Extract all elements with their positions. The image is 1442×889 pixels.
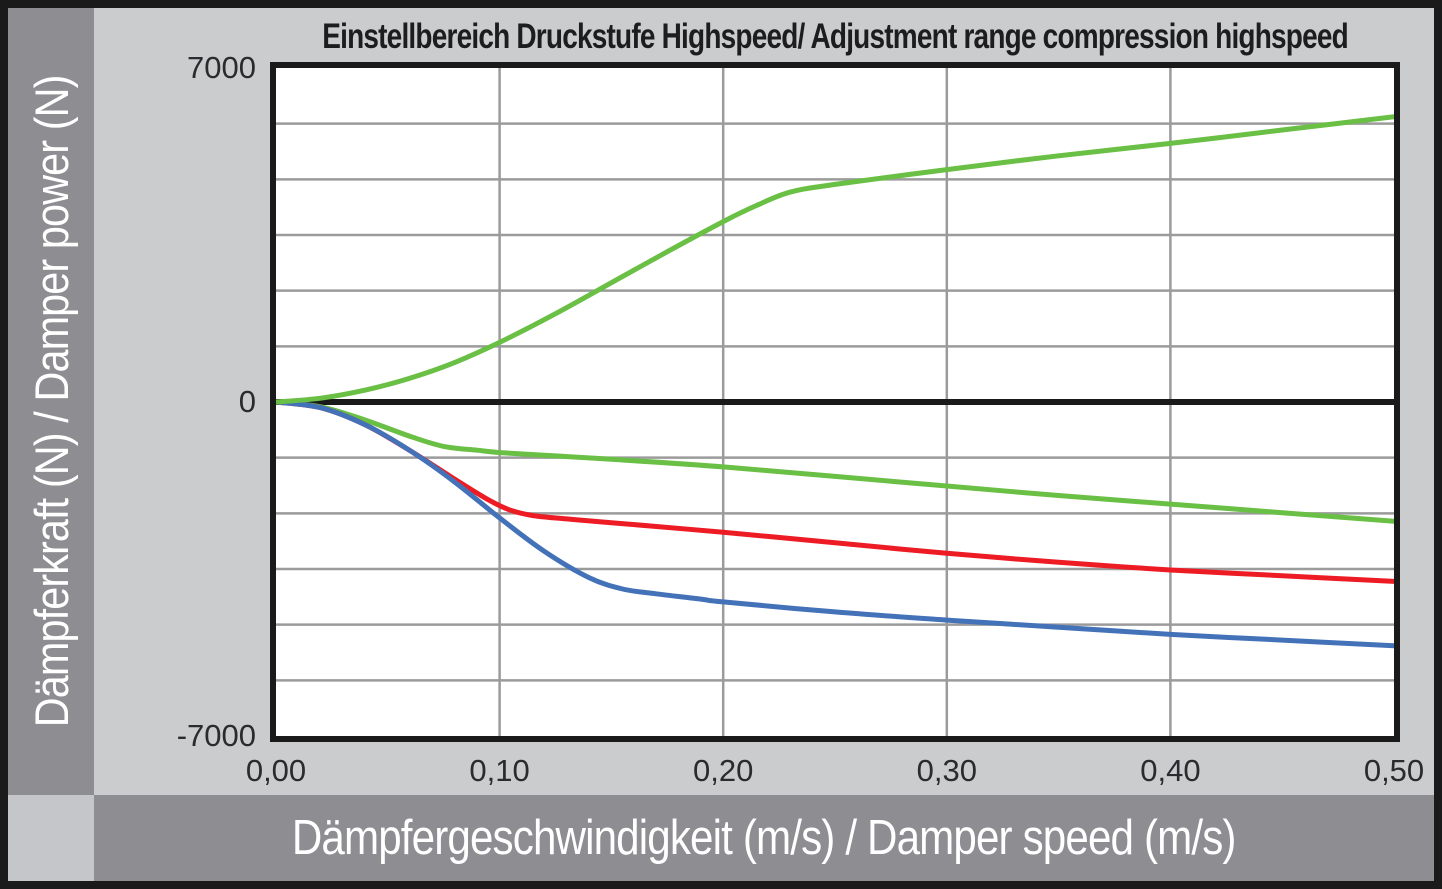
x-tick-label: 0,30: [916, 753, 977, 788]
chart-title-text: Einstellbereich Druckstufe Highspeed/ Ad…: [322, 17, 1349, 56]
x-tick-label: 0,00: [245, 753, 307, 788]
plot-area: [270, 62, 1400, 742]
chart-title: Einstellbereich Druckstufe Highspeed/ Ad…: [270, 14, 1400, 60]
corner-spacer: [8, 795, 94, 881]
series-setting-red: [276, 399, 1394, 584]
x-tick-label: 0,50: [1363, 753, 1425, 788]
series-setting-blue: [276, 399, 1394, 649]
y-tick-label: 7000: [187, 50, 256, 85]
y-axis-title-bar: Dämpferkraft (N) / Damper power (N): [8, 8, 94, 795]
series-compression-range-lower-green: [276, 399, 1394, 524]
x-tick-label: 0,40: [1140, 753, 1201, 788]
chart-canvas: [276, 68, 1394, 736]
x-tick-label: 0,20: [693, 753, 754, 788]
x-tick-label: 0,10: [469, 753, 530, 788]
y-tick-label: -7000: [176, 718, 256, 753]
x-axis-title-bar: Dämpfergeschwindigkeit (m/s) / Damper sp…: [94, 795, 1434, 881]
x-axis-title: Dämpfergeschwindigkeit (m/s) / Damper sp…: [292, 811, 1237, 865]
y-tick-label: 0: [238, 384, 256, 419]
series-compression-range-upper-green: [276, 114, 1394, 405]
